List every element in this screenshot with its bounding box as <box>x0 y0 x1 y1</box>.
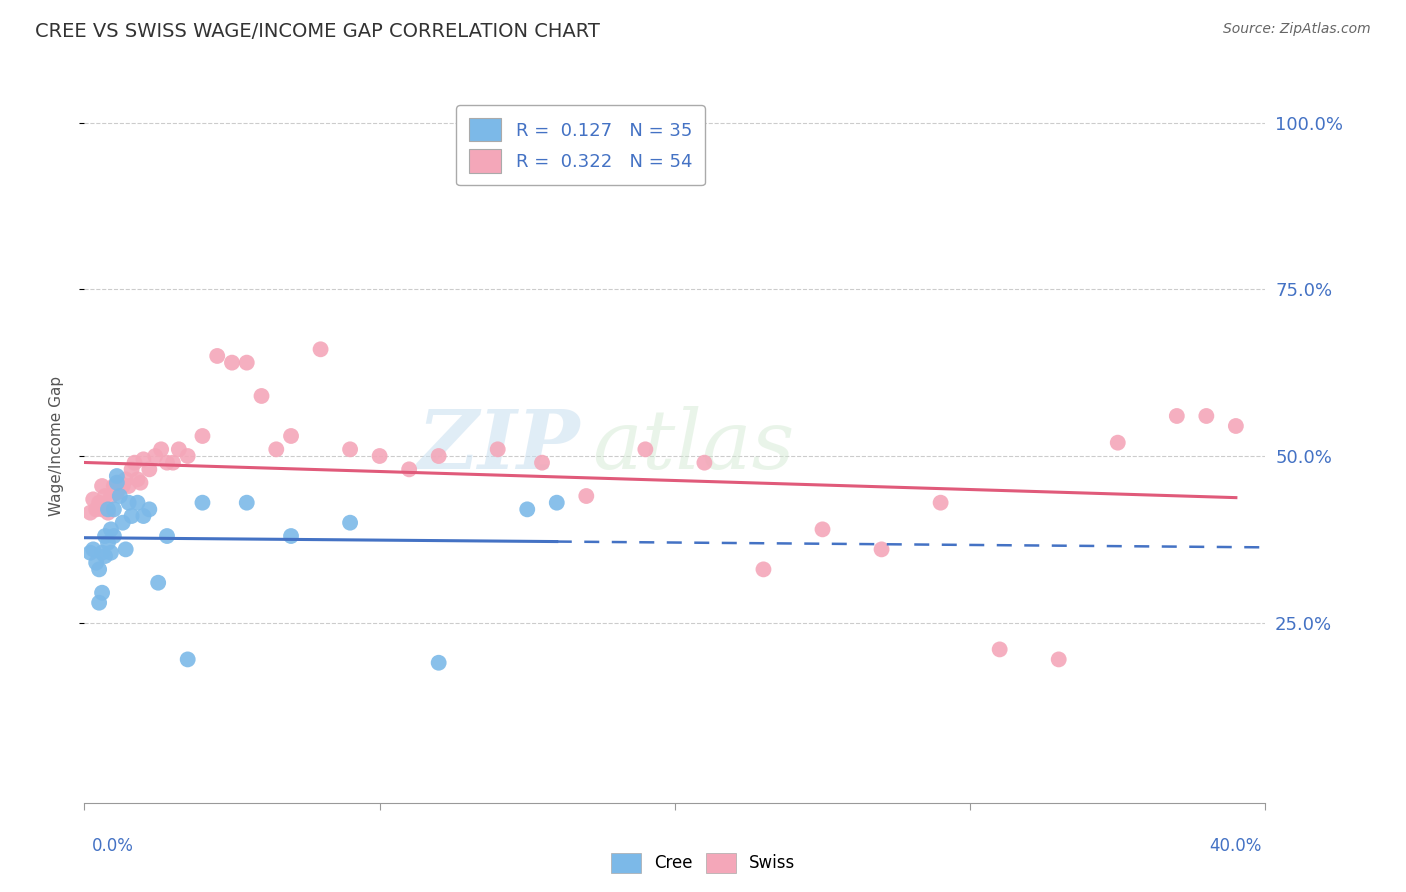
Point <box>1047 652 1070 666</box>
Point <box>138 502 160 516</box>
Point <box>150 442 173 457</box>
Point <box>530 456 553 470</box>
Point <box>398 462 420 476</box>
Point <box>280 529 302 543</box>
Point <box>191 496 214 510</box>
Text: 40.0%: 40.0% <box>1209 837 1261 855</box>
Point <box>693 456 716 470</box>
Point <box>89 496 111 510</box>
Point <box>752 562 775 576</box>
Point <box>114 542 136 557</box>
Point <box>148 575 170 590</box>
Point <box>162 456 184 470</box>
Point <box>264 442 288 457</box>
Point <box>91 479 114 493</box>
Point <box>132 452 155 467</box>
Point <box>124 456 146 470</box>
Point <box>103 479 125 493</box>
Point <box>84 502 107 516</box>
Y-axis label: Wage/Income Gap: Wage/Income Gap <box>49 376 63 516</box>
Point <box>94 489 117 503</box>
Point <box>191 429 214 443</box>
Point <box>143 449 166 463</box>
Point <box>84 556 107 570</box>
Point <box>236 356 259 370</box>
Point <box>177 449 200 463</box>
Point <box>108 475 131 490</box>
Point <box>94 529 117 543</box>
Point <box>118 479 141 493</box>
Point <box>129 475 152 490</box>
Point <box>427 656 450 670</box>
Point <box>634 442 657 457</box>
Point <box>114 472 136 486</box>
Point <box>111 479 134 493</box>
Point <box>97 502 120 516</box>
Point <box>82 542 104 557</box>
Point <box>368 449 391 463</box>
Text: Source: ZipAtlas.com: Source: ZipAtlas.com <box>1223 22 1371 37</box>
Point <box>236 496 259 510</box>
Point <box>486 442 509 457</box>
Point <box>103 502 125 516</box>
Point <box>1107 435 1129 450</box>
Point <box>427 449 450 463</box>
Point <box>132 509 155 524</box>
Point <box>79 506 101 520</box>
Point <box>127 472 149 486</box>
Legend: Cree, Swiss: Cree, Swiss <box>605 847 801 880</box>
Point <box>156 456 179 470</box>
Point <box>82 492 104 507</box>
Point <box>811 522 834 536</box>
Point <box>103 529 125 543</box>
Point <box>309 343 332 357</box>
Point <box>546 496 568 510</box>
Text: CREE VS SWISS WAGE/INCOME GAP CORRELATION CHART: CREE VS SWISS WAGE/INCOME GAP CORRELATIO… <box>35 22 600 41</box>
Point <box>156 529 179 543</box>
Legend: R =  0.127   N = 35, R =  0.322   N = 54: R = 0.127 N = 35, R = 0.322 N = 54 <box>456 105 704 186</box>
Point <box>280 429 302 443</box>
Point <box>100 489 122 503</box>
Point <box>89 596 111 610</box>
Point <box>105 469 128 483</box>
Point <box>516 502 538 516</box>
Point <box>79 546 101 560</box>
Point <box>988 642 1011 657</box>
Point <box>339 516 361 530</box>
Point <box>177 652 200 666</box>
Point <box>91 546 114 560</box>
Point <box>127 496 149 510</box>
Point <box>339 442 361 457</box>
Point <box>100 546 122 560</box>
Point <box>105 475 128 490</box>
Point <box>100 522 122 536</box>
Point <box>250 389 273 403</box>
Point <box>91 585 114 599</box>
Point <box>111 516 134 530</box>
Point <box>205 349 228 363</box>
Point <box>97 535 120 549</box>
Point <box>1225 419 1247 434</box>
Point <box>97 506 120 520</box>
Point <box>118 496 141 510</box>
Point <box>94 549 117 563</box>
Point <box>108 489 131 503</box>
Text: ZIP: ZIP <box>418 406 581 486</box>
Point <box>929 496 952 510</box>
Point <box>1195 409 1218 423</box>
Point <box>91 502 114 516</box>
Point <box>575 489 598 503</box>
Text: 0.0%: 0.0% <box>91 837 134 855</box>
Point <box>121 509 143 524</box>
Text: atlas: atlas <box>592 406 794 486</box>
Point <box>870 542 893 557</box>
Point <box>105 485 128 500</box>
Point <box>138 462 160 476</box>
Point <box>1166 409 1188 423</box>
Point <box>89 562 111 576</box>
Point <box>167 442 190 457</box>
Point <box>221 356 243 370</box>
Point <box>121 462 143 476</box>
